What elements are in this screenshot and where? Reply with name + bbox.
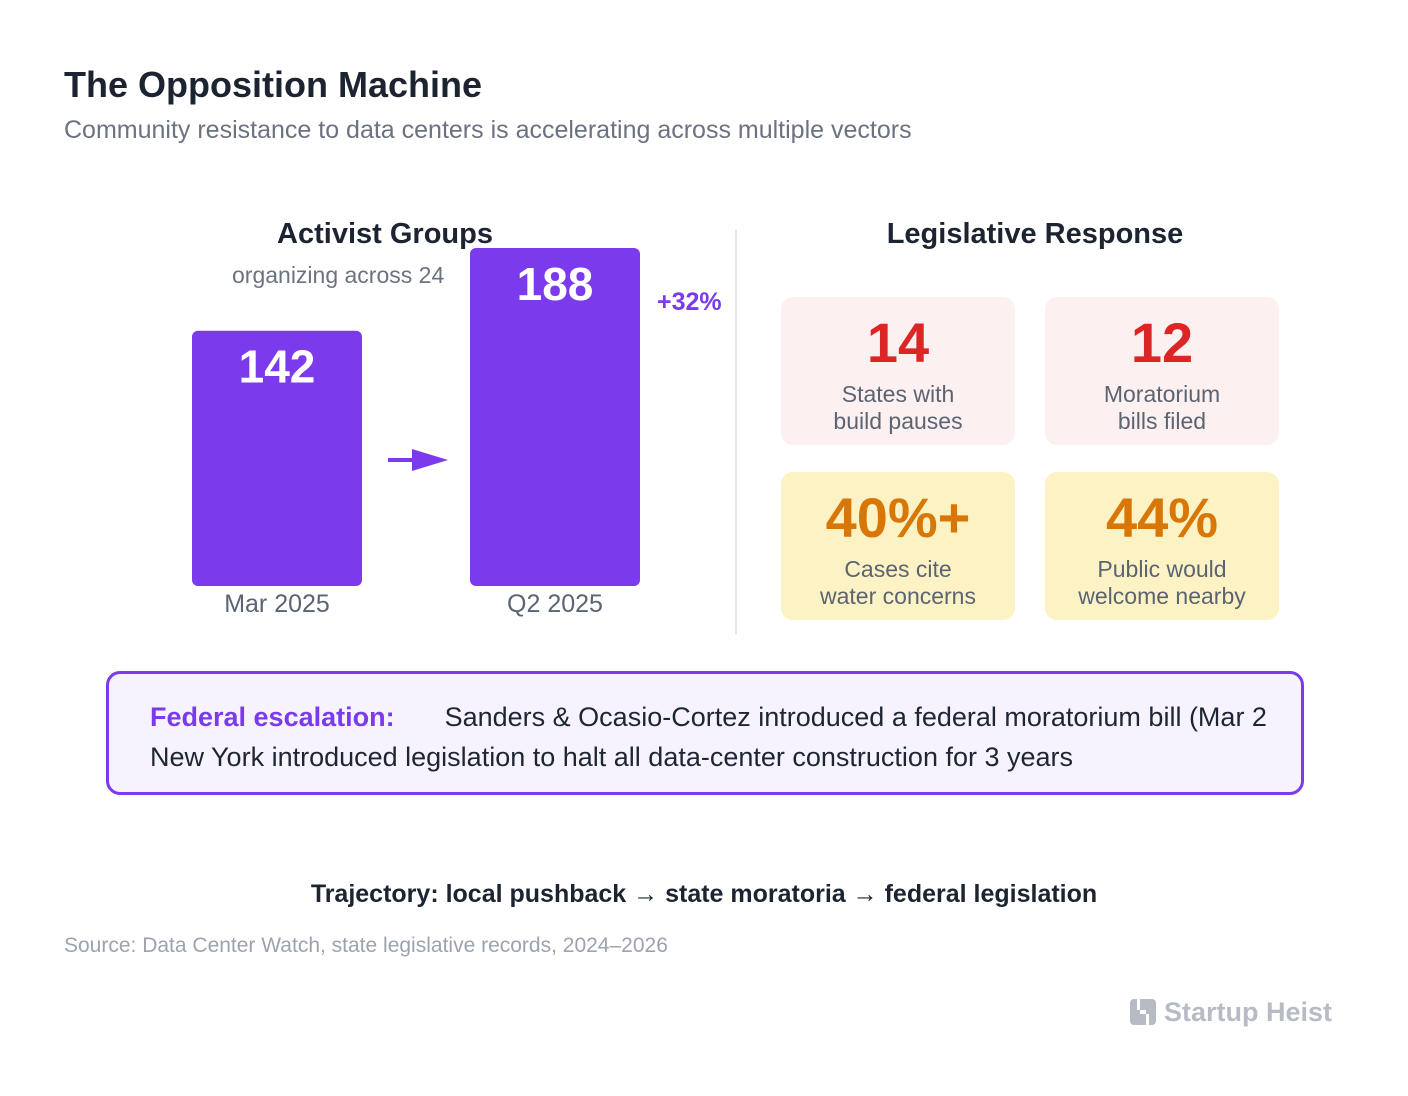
stat-value: 40%+ xyxy=(825,486,971,549)
brand-logo: Startup Heist xyxy=(1130,996,1332,1028)
legislative-response-title: Legislative Response xyxy=(886,218,1184,250)
activist-groups-subtitle: organizing across 24 xyxy=(232,262,445,288)
callout-text-line2: New York introduced legislation to halt … xyxy=(150,742,1074,772)
bar-value-label: 188 xyxy=(517,258,594,310)
callout-text-line1: Sanders & Ocasio-Cortez introduced a fed… xyxy=(444,702,1267,732)
stat-value: 14 xyxy=(866,311,930,374)
trajectory-summary: Trajectory: local pushback → state morat… xyxy=(310,880,1098,908)
stat-card-states-pauses: 14 States with build pauses xyxy=(781,297,1015,445)
stat-card-public-welcome: 44% Public would welcome nearby xyxy=(1045,472,1279,620)
growth-arrow-icon xyxy=(388,449,448,471)
bar-mar-2025 xyxy=(192,330,362,586)
brand-name: Startup Heist xyxy=(1164,996,1333,1027)
activist-bar-chart: 142 Mar 2025 188 Q2 2025 xyxy=(192,248,640,618)
page-title: The Opposition Machine xyxy=(64,64,483,105)
stat-card-moratorium-bills: 12 Moratorium bills filed xyxy=(1045,297,1279,445)
source-note: Source: Data Center Watch, state legisla… xyxy=(64,934,668,957)
callout-label: Federal escalation: xyxy=(150,702,395,732)
stat-label: Cases cite water concerns xyxy=(820,556,976,609)
growth-percentage-label: +32% xyxy=(657,288,722,316)
stat-value: 12 xyxy=(1130,311,1194,374)
stat-value: 44% xyxy=(1105,486,1219,549)
activist-groups-title: Activist Groups xyxy=(277,218,493,250)
stat-label: Public would welcome nearby xyxy=(1078,556,1246,609)
stat-card-water-concerns: 40%+ Cases cite water concerns xyxy=(781,472,1015,620)
page-subtitle: Community resistance to data centers is … xyxy=(64,116,912,144)
bar-category-label: Q2 2025 xyxy=(507,590,603,618)
stat-label: States with build pauses xyxy=(833,381,963,434)
stat-label: Moratorium bills filed xyxy=(1103,381,1221,434)
section-divider xyxy=(735,230,737,634)
bar-q2-2025 xyxy=(470,248,640,586)
bar-value-label: 142 xyxy=(239,341,316,393)
bar-category-label: Mar 2025 xyxy=(224,590,330,618)
h-block-logo-icon xyxy=(1130,999,1156,1025)
federal-escalation-callout: Federal escalation: Sanders & Ocasio-Cort… xyxy=(106,671,1304,795)
